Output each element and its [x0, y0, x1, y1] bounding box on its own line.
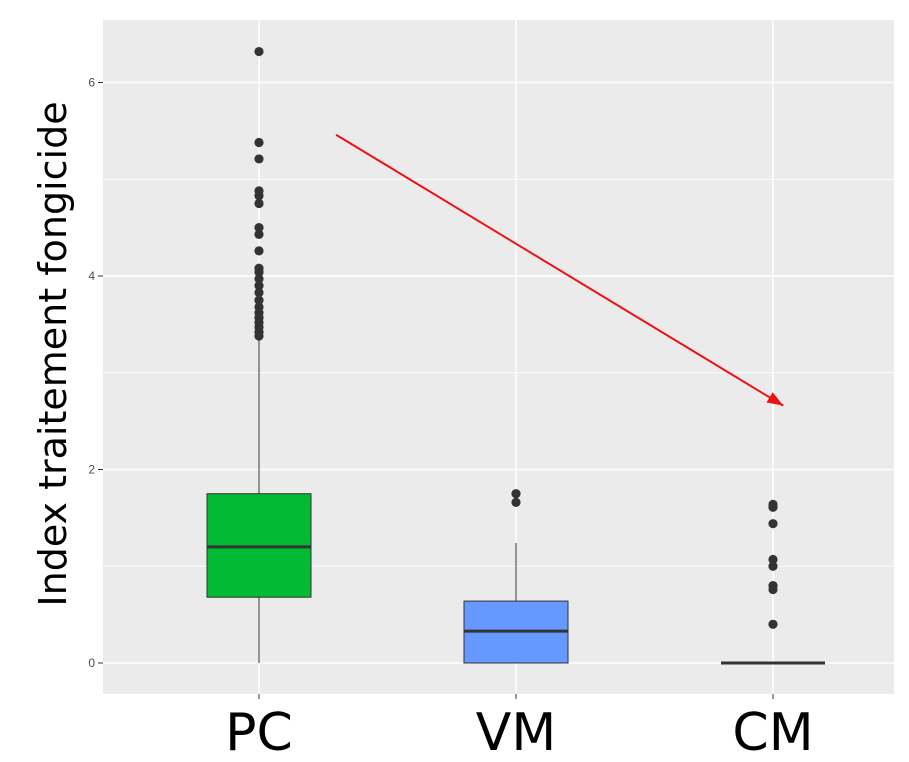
x-tick-label-cm: CM — [732, 703, 813, 762]
outlier-point — [254, 46, 264, 57]
box-series — [206, 46, 825, 665]
x-tick-label-pc: PC — [225, 703, 293, 762]
y-axis-ticks: 0 2 4 6 — [88, 76, 103, 670]
outlier-point — [768, 619, 778, 629]
outlier-point — [768, 581, 778, 591]
outlier-point — [254, 229, 264, 239]
outlier-point — [768, 519, 778, 529]
outlier-point — [254, 302, 264, 312]
outlier-point — [254, 274, 264, 284]
outlier-point — [511, 497, 521, 507]
outlier-point — [254, 287, 264, 298]
outlier-point — [254, 137, 264, 148]
box-vm — [463, 489, 569, 664]
trend-arrow — [335, 133, 784, 407]
box-pc — [206, 46, 312, 663]
outlier-point — [254, 198, 264, 209]
outlier-point — [254, 295, 264, 305]
y-axis-label: Index traitement fongicide — [31, 101, 75, 606]
x-axis-ticks: PC VM CM — [225, 694, 814, 762]
outlier-point — [254, 246, 264, 256]
y-tick-label: 4 — [88, 269, 95, 283]
outlier-point — [511, 489, 521, 499]
arrow-line — [335, 133, 784, 407]
outlier-point — [254, 281, 264, 291]
y-tick-label: 2 — [88, 463, 95, 477]
outlier-point — [254, 263, 264, 273]
outlier-point — [254, 186, 264, 196]
box-cm — [721, 499, 825, 665]
outlier-point — [768, 561, 778, 571]
y-tick-label: 6 — [88, 76, 95, 90]
arrow-head — [766, 392, 784, 406]
y-tick-label: 0 — [88, 656, 95, 670]
outlier-point — [768, 554, 778, 565]
outlier-point — [254, 154, 264, 164]
outlier-point — [768, 499, 778, 509]
x-tick-label-vm: VM — [476, 703, 556, 762]
outlier-point — [254, 223, 264, 233]
